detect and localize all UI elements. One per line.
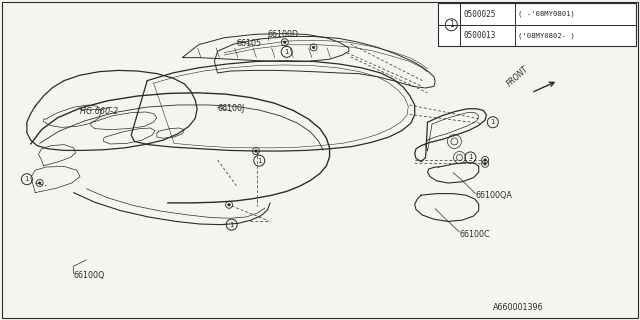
Circle shape — [228, 204, 230, 206]
Circle shape — [484, 159, 486, 161]
Text: 1: 1 — [468, 155, 473, 160]
Circle shape — [255, 150, 257, 152]
FancyBboxPatch shape — [438, 3, 636, 46]
Text: 66105: 66105 — [237, 39, 262, 48]
Text: 1: 1 — [449, 20, 454, 29]
Text: FIG.660-2: FIG.660-2 — [80, 107, 119, 116]
Circle shape — [38, 182, 41, 184]
Text: ( -'08MY0801): ( -'08MY0801) — [518, 11, 575, 17]
Text: 1: 1 — [257, 158, 262, 164]
Text: 1: 1 — [229, 222, 234, 228]
Text: 66100C: 66100C — [460, 230, 490, 239]
Text: ('08MY0802- ): ('08MY0802- ) — [518, 32, 575, 39]
Text: 1: 1 — [490, 119, 495, 125]
Text: 66100QA: 66100QA — [476, 191, 513, 200]
Text: A660001396: A660001396 — [493, 303, 544, 312]
Text: 66100D: 66100D — [268, 30, 299, 39]
Text: 1: 1 — [284, 49, 289, 55]
Text: FRONT: FRONT — [506, 64, 531, 88]
Text: 66100Q: 66100Q — [74, 271, 105, 280]
Circle shape — [484, 163, 486, 165]
Text: 0500025: 0500025 — [463, 10, 496, 19]
Circle shape — [312, 46, 315, 49]
Text: 0500013: 0500013 — [463, 31, 496, 40]
Text: 66100J: 66100J — [218, 104, 245, 113]
Circle shape — [284, 41, 286, 44]
Text: 1: 1 — [24, 176, 29, 182]
